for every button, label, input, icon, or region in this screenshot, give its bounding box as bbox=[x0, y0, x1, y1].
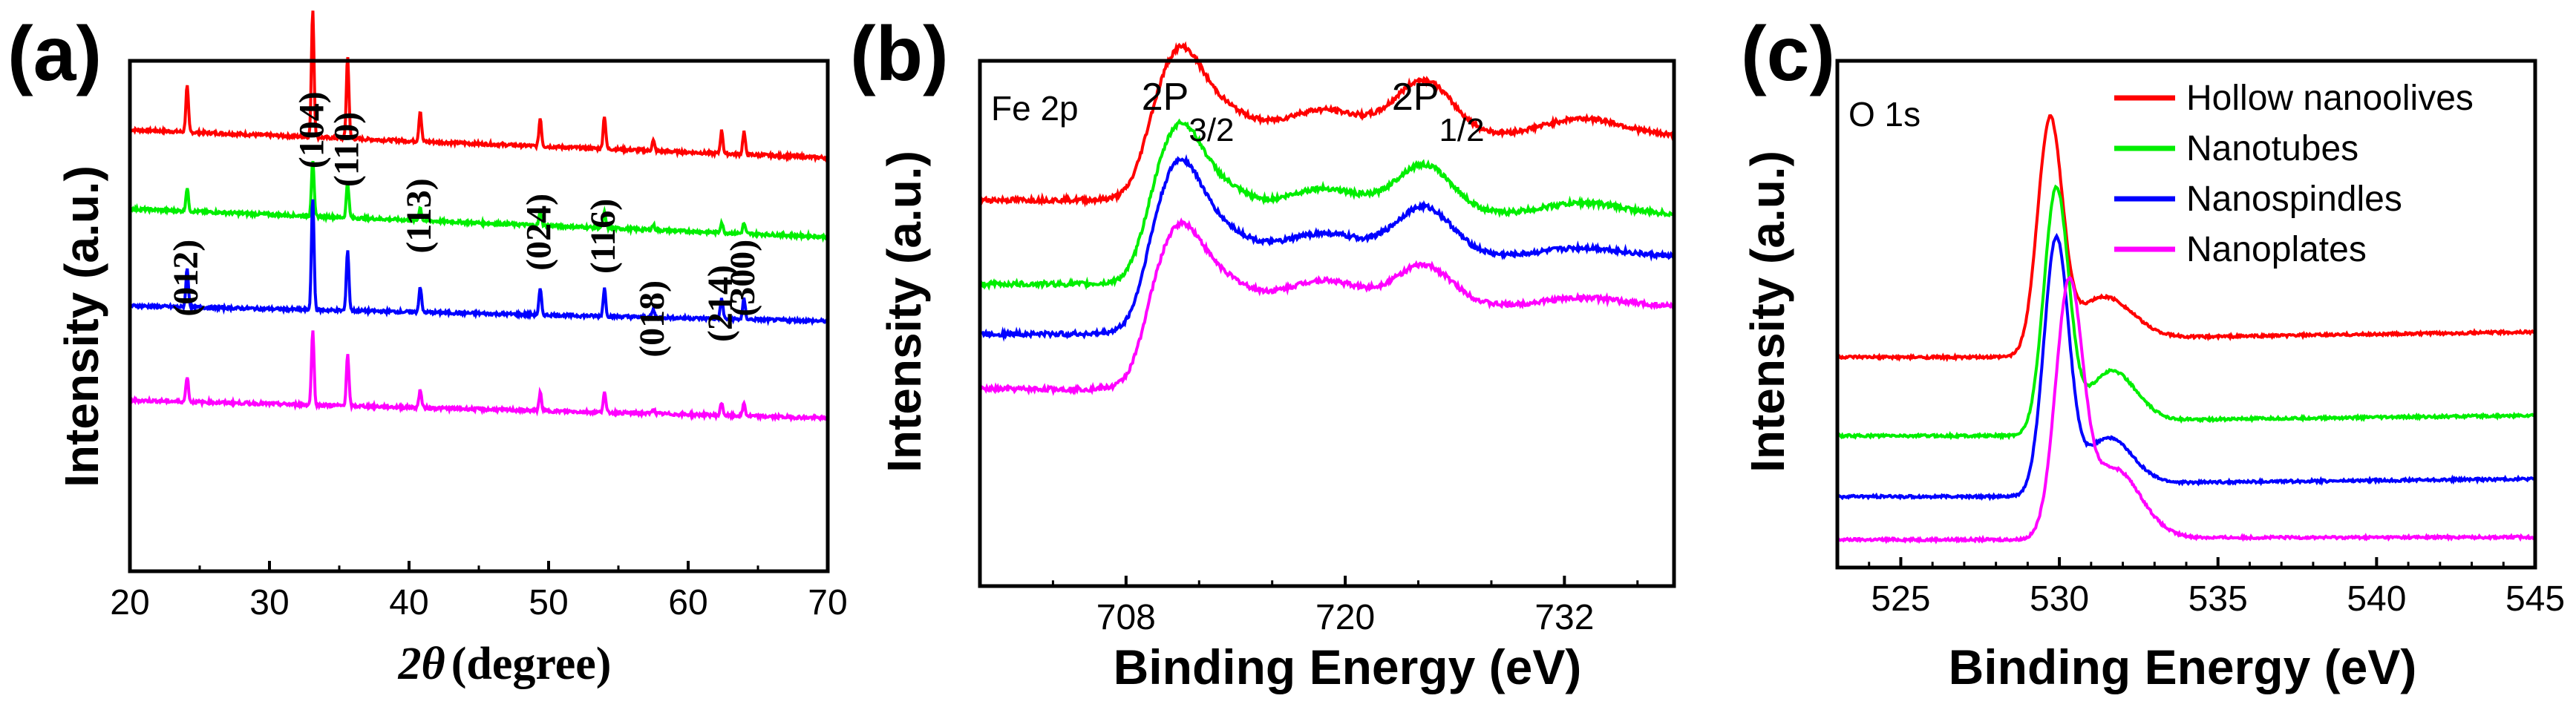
panel-c-series-hollow-nanoolives bbox=[1837, 114, 2537, 363]
panel-b-frame bbox=[978, 59, 1676, 588]
panel-b-peak-annotation: 2P1/2 bbox=[1392, 76, 1485, 148]
panel-a-x-tick-label: 70 bbox=[808, 583, 847, 622]
panel-c-plot-area: 525 530 535 540 545 bbox=[1836, 114, 2565, 619]
panel-c-series-nanoplates bbox=[1836, 275, 2537, 545]
panel-b-annotation-main: 2P bbox=[1142, 76, 1189, 119]
panel-a-peak-label: (018) bbox=[632, 280, 672, 358]
panel-b-annotation-sub: 1/2 bbox=[1439, 112, 1484, 148]
panel-c-x-tick-label: 545 bbox=[2505, 579, 2565, 619]
panel-a: (a) Intensity (a.u.) 2θ (degree) (012) (10… bbox=[7, 10, 848, 689]
panel-c: (c) Intensity (a.u.) Binding Energy (eV)… bbox=[1741, 11, 2565, 694]
panel-c-legend-label: Nanoplates bbox=[2186, 230, 2367, 269]
panel-a-plot-area: (012) (104)(110) (113) (024) (116)(018) (214)… bbox=[110, 10, 848, 622]
panel-b-series-nanospindles bbox=[978, 154, 1676, 342]
panel-c-frame bbox=[1835, 59, 2537, 570]
panel-a-series-nanotubes bbox=[128, 160, 829, 243]
panel-b-x-axis-label: Binding Energy (eV) bbox=[1114, 639, 1582, 694]
panel-a-x-tick-label: 60 bbox=[668, 583, 707, 622]
panel-c-series-nanospindles bbox=[1837, 232, 2536, 502]
panel-c-legend-label: Nanotubes bbox=[2186, 129, 2358, 168]
panel-c-region-label: O 1s bbox=[1848, 95, 1920, 134]
panel-c-x-tick-label: 530 bbox=[2030, 579, 2089, 619]
panel-a-x-tick-label: 50 bbox=[529, 583, 568, 622]
panel-a-peak-label: (012) bbox=[166, 240, 206, 317]
panel-b-series-nanotubes bbox=[979, 118, 1676, 291]
panel-c-x-axis-label: Binding Energy (eV) bbox=[1949, 639, 2417, 694]
panel-a-peak-label: (104) bbox=[292, 91, 331, 168]
panel-c-y-axis-label: Intensity (a.u.) bbox=[1741, 151, 1794, 473]
panel-b-x-tick-label: 708 bbox=[1096, 598, 1156, 637]
panel-a-x-axis-label: 2θ (degree) bbox=[398, 639, 612, 689]
panel-b-series-hollow-nanoolives bbox=[978, 41, 1676, 208]
panel-b-y-axis-label: Intensity (a.u.) bbox=[877, 151, 931, 473]
panel-b-x-tick-label: 720 bbox=[1315, 598, 1375, 637]
panel-c-legend-label: Hollow nanoolives bbox=[2186, 79, 2474, 118]
panel-a-x-axis-symbol: 2θ bbox=[398, 639, 445, 689]
panel-b-region-label: Fe 2p bbox=[991, 89, 1079, 128]
panel-a-series-hollow-nanoolives bbox=[129, 10, 828, 163]
panel-a-peak-label: (110) bbox=[327, 112, 366, 187]
panel-c-legend-label: Nanospindles bbox=[2186, 180, 2402, 219]
panel-a-letter: (a) bbox=[7, 11, 102, 97]
panel-b-annotation-main: 2P bbox=[1392, 76, 1439, 119]
panel-a-x-tick-label: 30 bbox=[249, 583, 289, 622]
panel-a-series-nanospindles bbox=[128, 199, 829, 326]
panel-b-x-tick-label: 732 bbox=[1534, 598, 1594, 637]
panel-c-series-nanotubes bbox=[1836, 184, 2536, 441]
panel-a-y-axis-label: Intensity (a.u.) bbox=[55, 165, 108, 487]
panel-a-peak-label: (113) bbox=[399, 178, 439, 253]
panel-c-legend: Hollow nanoolives Nanotubes Nanospindles Na… bbox=[2114, 79, 2474, 269]
panel-b-series-nanoplates bbox=[979, 217, 1676, 396]
panel-a-peak-label: (300) bbox=[723, 240, 762, 317]
panel-a-frame bbox=[128, 59, 830, 573]
panel-a-peak-label: (214) bbox=[701, 265, 740, 342]
panel-c-x-tick-label: 535 bbox=[2188, 579, 2248, 619]
panel-a-x-tick-label: 20 bbox=[110, 583, 149, 622]
panel-a-peak-label: (116) bbox=[583, 199, 623, 274]
panel-c-x-tick-label: 525 bbox=[1871, 579, 1930, 619]
panel-a-peak-label: (024) bbox=[520, 194, 559, 271]
panel-a-x-tick-label: 40 bbox=[389, 583, 428, 622]
panel-a-series-nanoplates bbox=[128, 330, 829, 423]
panel-b: (b) Intensity (a.u.) Binding Energy (eV)… bbox=[850, 11, 1676, 694]
panel-b-annotation-sub: 3/2 bbox=[1189, 112, 1234, 148]
panel-c-letter: (c) bbox=[1741, 11, 1835, 97]
panel-c-x-tick-label: 540 bbox=[2347, 579, 2406, 619]
panel-a-x-axis-unit: (degree) bbox=[451, 639, 612, 689]
panel-b-letter: (b) bbox=[850, 11, 949, 97]
panel-b-peak-annotation: 2P3/2 bbox=[1142, 76, 1235, 148]
